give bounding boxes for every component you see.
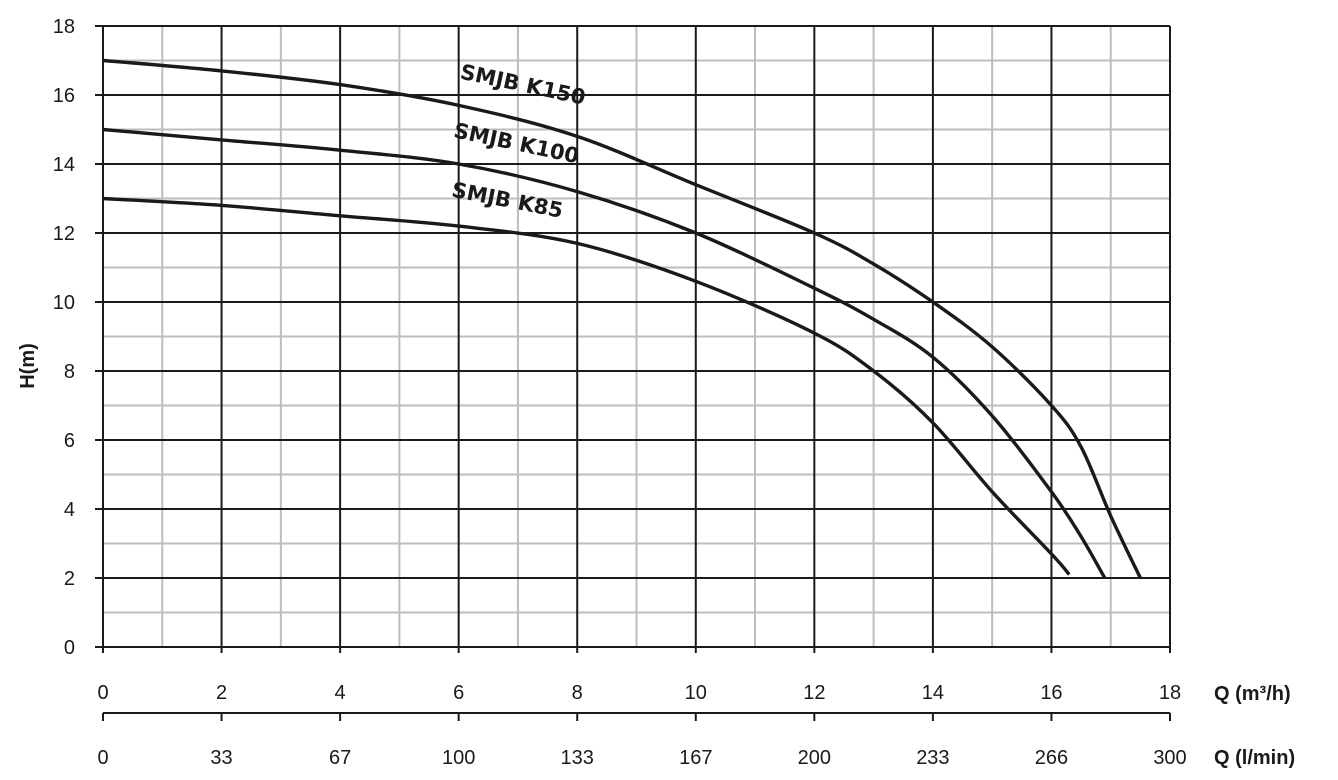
x-tick-label: 4: [335, 682, 346, 704]
x-tick-label: 12: [803, 682, 825, 704]
y-tick-label: 10: [53, 292, 75, 314]
y-tick-label: 8: [64, 361, 75, 383]
y-tick-label: 0: [64, 637, 75, 659]
x-axis-m3h: 0 2 4 6 8 10 12 14 16 18: [97, 647, 1181, 704]
x-tick-label: 18: [1159, 682, 1181, 704]
x2-axis-title: Q (l/min): [1214, 747, 1295, 769]
x2-tick-label: 200: [798, 747, 831, 769]
y-axis-title: H(m): [17, 343, 39, 389]
y-tick-label: 16: [53, 85, 75, 107]
x-tick-label: 10: [685, 682, 707, 704]
x2-tick-label: 167: [679, 747, 712, 769]
y-tick-label: 2: [64, 568, 75, 590]
x2-tick-label: 233: [916, 747, 949, 769]
series-line-smjb-k100: [102, 127, 1107, 579]
x-tick-label: 16: [1040, 682, 1062, 704]
x-axis-title: Q (m³/h): [1214, 683, 1291, 705]
x2-tick-label: 300: [1153, 747, 1186, 769]
series-group: [102, 58, 1142, 579]
y-tick-label: 14: [53, 154, 75, 176]
plot-frame: [95, 25, 1171, 653]
y-tick-label: 12: [53, 223, 75, 245]
x-tick-label: 2: [216, 682, 227, 704]
y-tick-label: 6: [64, 430, 75, 452]
x2-tick-label: 0: [97, 747, 108, 769]
y-tick-label: 4: [64, 499, 75, 521]
major-grid: [103, 26, 1170, 647]
x-axis-lmin: 0 33 67 100 133 167 200 233 266 300: [97, 712, 1187, 769]
series-label-smjb-k150: SMJB K150: [458, 60, 587, 110]
series-line-smjb-k85: [102, 196, 1071, 576]
y-axis-ticks: 0 2 4 6 8 10 12 14 16 18: [53, 16, 103, 659]
y-tick-label: 18: [53, 16, 75, 38]
x-tick-label: 8: [572, 682, 583, 704]
x2-tick-label: 133: [561, 747, 594, 769]
series-label-smjb-k100: SMJB K100: [452, 118, 581, 168]
x2-tick-label: 266: [1035, 747, 1068, 769]
x-tick-label: 14: [922, 682, 944, 704]
x2-tick-label: 67: [329, 747, 351, 769]
x-tick-label: 6: [453, 682, 464, 704]
series-line-smjb-k150: [102, 58, 1142, 579]
x2-tick-label: 33: [210, 747, 232, 769]
minor-grid: [103, 26, 1170, 647]
x2-tick-label: 100: [442, 747, 475, 769]
x-tick-label: 0: [97, 682, 108, 704]
